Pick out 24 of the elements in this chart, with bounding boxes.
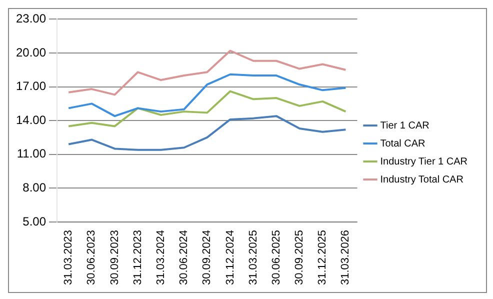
x-tick-label: 31.12.2024 [224, 230, 236, 286]
x-tick-label: 31.12.2023 [132, 230, 144, 286]
x-tick-label: 31.12.2025 [316, 230, 329, 286]
x-tick-label: 31.03.2024 [154, 230, 167, 286]
y-tick-label: 23.00 [16, 12, 46, 26]
y-tick-label: 5.00 [22, 214, 46, 228]
x-tick-label: 30.09.2024 [201, 230, 214, 286]
legend-label: Total CAR [380, 138, 426, 150]
y-tick-label: 11.00 [16, 146, 46, 161]
x-tick-label: 31.03.2026 [340, 230, 352, 286]
y-tick-label: 20.00 [16, 45, 46, 60]
y-tick-label: 17.00 [16, 79, 46, 94]
x-tick-label: 31.03.2025 [247, 230, 260, 286]
x-tick-label: 30.06.2024 [178, 230, 190, 286]
x-tick-label: 31.03.2023 [62, 230, 75, 286]
x-tick-label: 30.09.2023 [108, 230, 121, 286]
x-tick-label: 30.06.2025 [270, 230, 282, 286]
legend-label: Industry Total CAR [380, 174, 464, 186]
x-tick-label: 30.09.2025 [294, 230, 306, 286]
legend-label: Tier 1 CAR [380, 120, 430, 132]
y-tick-label: 8.00 [22, 180, 46, 194]
y-tick-label: 14.00 [16, 112, 46, 127]
x-tick-label: 30.06.2023 [86, 230, 98, 286]
legend-label: Industry Tier 1 CAR [380, 156, 468, 168]
